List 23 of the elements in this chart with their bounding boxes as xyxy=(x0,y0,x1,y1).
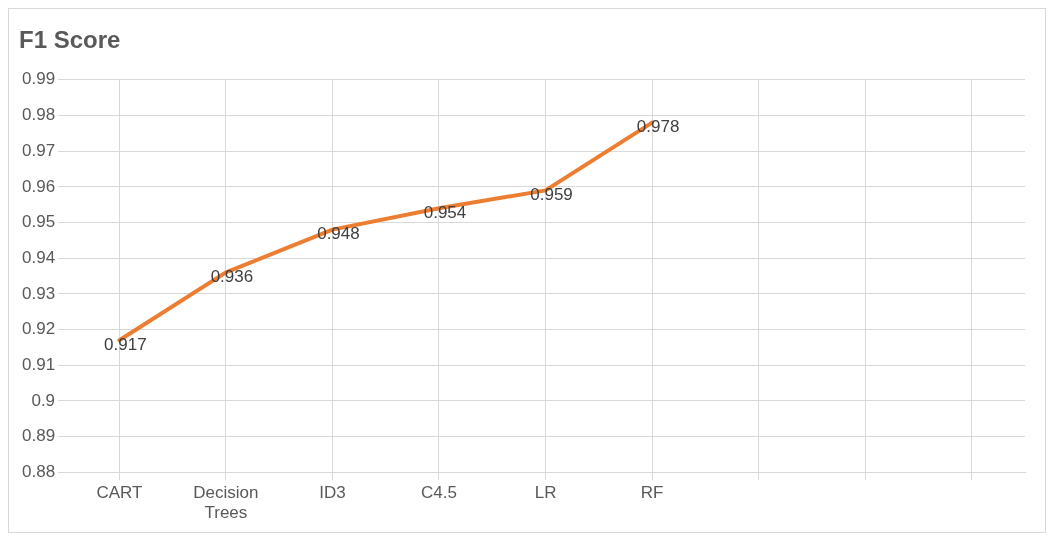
y-tick-label: 0.95 xyxy=(21,212,56,232)
x-tick-label: RF xyxy=(640,483,664,503)
x-tick-label: ID3 xyxy=(319,483,346,503)
y-tick-label: 0.9 xyxy=(31,390,56,410)
data-label: 0.948 xyxy=(317,224,360,244)
y-tick-label: 0.96 xyxy=(21,176,56,196)
chart-title: F1 Score xyxy=(19,26,121,54)
y-tick-label: 0.89 xyxy=(21,426,56,446)
data-label: 0.954 xyxy=(423,202,467,222)
y-tick-label: 0.97 xyxy=(21,140,56,160)
x-tick-label: LR xyxy=(534,483,557,503)
data-label: 0.959 xyxy=(530,185,573,205)
y-tick-label: 0.92 xyxy=(21,319,56,339)
y-tick-label: 0.98 xyxy=(21,105,56,125)
x-tick-label: CART xyxy=(96,483,143,503)
y-tick-label: 0.93 xyxy=(21,283,56,303)
x-tick-label: C4.5 xyxy=(421,483,457,503)
data-label: 0.917 xyxy=(104,334,147,354)
x-tick-label: Decision Trees xyxy=(193,483,259,523)
y-tick-label: 0.94 xyxy=(21,247,56,267)
y-tick-label: 0.99 xyxy=(21,69,56,89)
y-tick-label: 0.88 xyxy=(21,461,56,481)
y-tick-label: 0.91 xyxy=(21,354,56,374)
